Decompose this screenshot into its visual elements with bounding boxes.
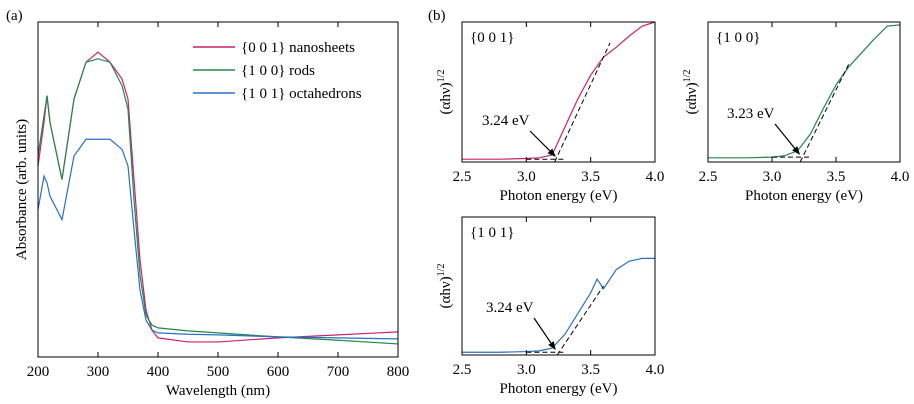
annotation: 3.24 eV: [482, 113, 530, 129]
plot-frame: [461, 21, 656, 163]
x-tick-label: 3.0: [517, 362, 536, 378]
x-axis-label: Photon energy (eV): [499, 381, 617, 397]
legend-label: {1 0 1} octahedrons: [241, 86, 362, 102]
x-axis-label: Wavelength (nm): [166, 383, 270, 399]
x-tick-label: 800: [387, 364, 410, 380]
y-axis-label-sup: 1/2: [436, 70, 447, 83]
x-tick-label: 3.5: [581, 362, 600, 378]
annotation-arrow: [529, 130, 556, 157]
plot-frame: [707, 21, 901, 163]
x-tick-label: 3.0: [763, 169, 782, 185]
legend-label: {0 0 1} nanosheets: [241, 40, 355, 56]
x-tick-label: 4.0: [891, 169, 910, 185]
legend-label: {1 0 0} rods: [241, 63, 315, 79]
annotation: 3.23 eV: [727, 106, 775, 122]
x-tick-label: 4.0: [646, 169, 665, 185]
panel-label: (b): [428, 8, 446, 24]
x-tick-label: 400: [147, 364, 170, 380]
y-axis-label-sup: 1/2: [682, 70, 693, 83]
fit-line: [556, 285, 604, 356]
annotation: 3.24 eV: [486, 300, 534, 316]
y-axis-label: Absorbance (arb. units): [14, 119, 30, 260]
data-line: [37, 58, 399, 345]
y-axis-label-main: (αhν): [438, 276, 454, 308]
x-tick-label: 200: [27, 364, 50, 380]
x-tick-label: 3.5: [827, 169, 846, 185]
inset-label: {1 0 1}: [470, 225, 514, 241]
plot-frame: [37, 21, 399, 358]
inset-label: {1 0 0}: [716, 30, 760, 46]
x-axis-label: Photon energy (eV): [499, 188, 617, 204]
x-tick-label: 2.5: [453, 362, 472, 378]
inset-label: {0 0 1}: [470, 30, 514, 46]
data-line: [462, 257, 655, 353]
x-tick-label: 2.5: [699, 169, 718, 185]
panel-label: (a): [6, 8, 23, 24]
y-axis-label-main: (αhν): [684, 82, 700, 114]
fit-line: [554, 42, 611, 163]
x-tick-label: 300: [87, 364, 110, 380]
y-axis-label: (αhν)1/2: [436, 70, 454, 115]
y-axis-label: (αhν)1/2: [436, 264, 454, 309]
x-tick-label: 4.0: [646, 362, 665, 378]
y-axis-label: (αhν)1/2: [682, 70, 700, 115]
y-axis-label-main: (αhν): [438, 82, 454, 114]
annotation-arrow: [774, 123, 800, 155]
data-line: [37, 138, 399, 340]
x-tick-label: 2.5: [453, 169, 472, 185]
x-tick-label: 600: [267, 364, 290, 380]
fit-line: [799, 63, 850, 163]
x-tick-label: 700: [327, 364, 350, 380]
x-tick-label: 3.5: [581, 169, 600, 185]
y-axis-label-sup: 1/2: [436, 264, 447, 277]
x-axis-label: Photon energy (eV): [745, 188, 863, 204]
plot-frame: [461, 216, 656, 356]
x-tick-label: 500: [207, 364, 230, 380]
y-axis-label-main: Absorbance (arb. units): [14, 119, 30, 260]
annotation-arrow: [533, 317, 556, 350]
x-tick-label: 3.0: [517, 169, 536, 185]
